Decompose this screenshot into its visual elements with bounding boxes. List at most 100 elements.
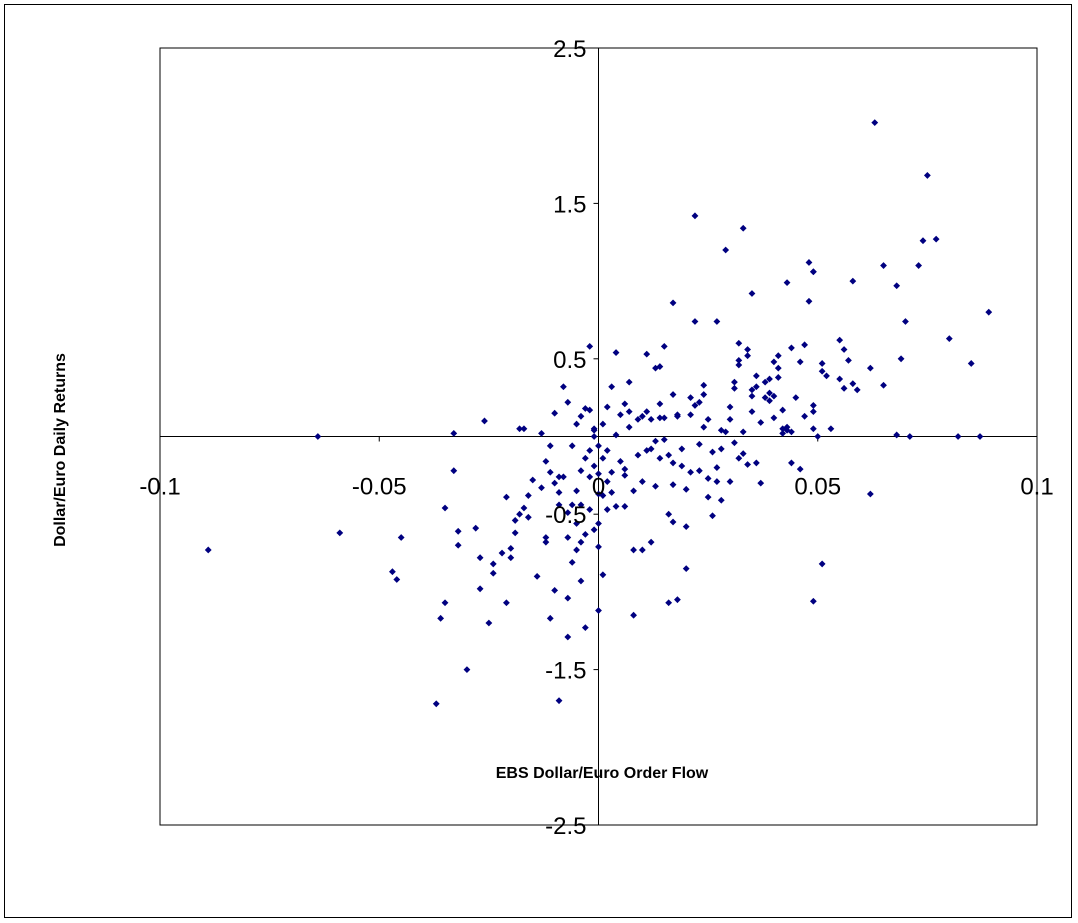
data-point bbox=[481, 417, 488, 425]
data-point bbox=[682, 565, 690, 572]
data-point bbox=[774, 374, 782, 381]
data-point bbox=[722, 428, 730, 436]
data-point bbox=[796, 465, 804, 473]
data-point bbox=[923, 172, 931, 179]
y-tick-label: -1.5 bbox=[545, 658, 586, 685]
data-point bbox=[538, 484, 545, 492]
data-point bbox=[336, 529, 344, 537]
data-point bbox=[809, 597, 817, 605]
data-point bbox=[437, 614, 445, 622]
data-point bbox=[612, 503, 620, 510]
data-point bbox=[542, 534, 550, 541]
data-point bbox=[731, 384, 738, 392]
data-point bbox=[204, 546, 212, 554]
data-point bbox=[590, 462, 598, 470]
data-point bbox=[656, 363, 664, 370]
data-point bbox=[669, 299, 677, 307]
data-point bbox=[954, 433, 962, 440]
data-point bbox=[849, 277, 857, 285]
data-point bbox=[770, 358, 778, 366]
data-point bbox=[766, 375, 773, 383]
data-point bbox=[454, 527, 462, 535]
data-point bbox=[735, 356, 743, 364]
data-point bbox=[577, 467, 585, 475]
data-point bbox=[744, 352, 751, 360]
data-point bbox=[634, 451, 642, 459]
data-point bbox=[595, 520, 602, 527]
data-point bbox=[880, 262, 887, 269]
data-point bbox=[906, 433, 914, 440]
data-point bbox=[603, 478, 611, 485]
data-point bbox=[682, 485, 690, 493]
axes bbox=[159, 47, 1038, 826]
data-point bbox=[674, 596, 681, 604]
data-point bbox=[774, 364, 782, 372]
data-point bbox=[660, 436, 668, 444]
data-point bbox=[573, 546, 580, 554]
data-point bbox=[625, 408, 633, 416]
data-point bbox=[722, 246, 730, 254]
y-tick-label: 1.5 bbox=[553, 191, 586, 218]
data-point bbox=[516, 425, 523, 433]
data-point bbox=[669, 481, 677, 489]
data-point bbox=[669, 518, 677, 526]
data-point bbox=[524, 513, 532, 521]
data-point bbox=[757, 419, 765, 426]
data-point bbox=[748, 408, 756, 416]
data-point bbox=[573, 487, 580, 495]
data-point bbox=[766, 389, 773, 397]
data-point bbox=[634, 416, 642, 423]
data-point bbox=[538, 429, 545, 437]
data-point bbox=[625, 423, 633, 431]
data-point bbox=[432, 700, 440, 708]
data-point bbox=[555, 489, 563, 496]
data-point bbox=[603, 447, 611, 454]
data-point bbox=[603, 403, 611, 411]
x-axis-title: EBS Dollar/Euro Order Flow bbox=[496, 765, 709, 782]
x-tick-label: -0.1 bbox=[139, 474, 180, 501]
data-point bbox=[389, 568, 396, 576]
data-point bbox=[630, 611, 637, 619]
data-point bbox=[678, 462, 686, 470]
data-point bbox=[805, 297, 813, 305]
data-point bbox=[638, 546, 646, 554]
data-point bbox=[691, 212, 699, 220]
data-point bbox=[638, 412, 646, 420]
data-point bbox=[704, 416, 712, 423]
data-point bbox=[717, 445, 725, 453]
data-point bbox=[687, 411, 694, 419]
data-point bbox=[752, 372, 760, 380]
data-point bbox=[735, 454, 743, 462]
data-point bbox=[700, 391, 708, 398]
data-point bbox=[709, 512, 716, 520]
data-point bbox=[713, 464, 721, 471]
data-point bbox=[485, 619, 493, 627]
data-point bbox=[529, 476, 537, 484]
data-point bbox=[700, 381, 708, 389]
data-point bbox=[555, 501, 563, 509]
data-point bbox=[612, 349, 620, 356]
data-point bbox=[581, 624, 589, 632]
data-point bbox=[621, 400, 629, 408]
data-point bbox=[818, 367, 826, 375]
data-point bbox=[599, 454, 607, 462]
data-point bbox=[643, 350, 651, 358]
data-point bbox=[967, 360, 975, 367]
data-point bbox=[678, 445, 686, 453]
data-point bbox=[568, 501, 576, 509]
data-point bbox=[665, 510, 673, 518]
data-point bbox=[489, 560, 497, 568]
data-point bbox=[840, 346, 848, 353]
data-point bbox=[568, 558, 576, 566]
data-point bbox=[520, 425, 528, 433]
data-point bbox=[507, 554, 515, 562]
data-point bbox=[695, 398, 703, 406]
data-point bbox=[669, 391, 677, 398]
data-point bbox=[976, 433, 984, 440]
data-point bbox=[564, 633, 572, 641]
data-point bbox=[581, 454, 589, 462]
data-points bbox=[204, 119, 993, 708]
data-point bbox=[823, 372, 830, 380]
data-point bbox=[704, 493, 712, 501]
data-point bbox=[809, 402, 817, 409]
